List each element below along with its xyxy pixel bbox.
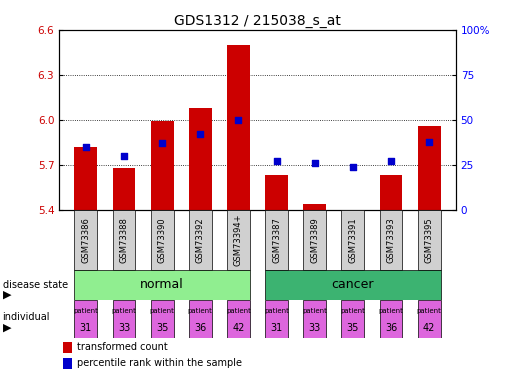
Text: GSM73390: GSM73390 <box>158 217 167 263</box>
Title: GDS1312 / 215038_s_at: GDS1312 / 215038_s_at <box>174 13 341 28</box>
Text: patient: patient <box>379 308 403 314</box>
Text: GSM73393: GSM73393 <box>386 217 396 263</box>
Text: GSM73394+: GSM73394+ <box>234 214 243 266</box>
Text: patient: patient <box>112 308 136 314</box>
Text: normal: normal <box>140 279 184 291</box>
Bar <box>418 300 440 338</box>
Text: GSM73391: GSM73391 <box>348 217 357 263</box>
Bar <box>380 210 402 270</box>
Point <box>234 117 243 123</box>
Point <box>158 140 166 146</box>
Bar <box>151 122 174 210</box>
Point <box>272 158 281 164</box>
Bar <box>303 210 326 270</box>
Text: 33: 33 <box>308 323 321 333</box>
Bar <box>113 300 135 338</box>
Bar <box>189 300 212 338</box>
Bar <box>227 210 250 270</box>
Text: 42: 42 <box>423 323 435 333</box>
Bar <box>75 300 97 338</box>
Point <box>120 153 128 159</box>
Text: GSM73389: GSM73389 <box>310 217 319 263</box>
Bar <box>265 300 288 338</box>
Bar <box>63 358 72 369</box>
Bar <box>75 210 97 270</box>
Text: GSM73392: GSM73392 <box>196 217 205 263</box>
Text: transformed count: transformed count <box>77 342 168 352</box>
Text: 33: 33 <box>118 323 130 333</box>
Text: GSM73388: GSM73388 <box>119 217 129 263</box>
Text: patient: patient <box>417 308 441 314</box>
Point <box>425 139 433 145</box>
Bar <box>303 204 326 210</box>
Bar <box>265 210 288 270</box>
Point <box>82 144 90 150</box>
Text: disease state: disease state <box>3 280 67 290</box>
Text: 35: 35 <box>347 323 359 333</box>
Bar <box>418 210 440 270</box>
Text: 36: 36 <box>385 323 397 333</box>
Bar <box>113 210 135 270</box>
Text: percentile rank within the sample: percentile rank within the sample <box>77 358 242 368</box>
Text: individual: individual <box>3 312 50 322</box>
Text: cancer: cancer <box>332 279 374 291</box>
Bar <box>380 300 402 338</box>
Bar <box>303 300 326 338</box>
Text: 42: 42 <box>232 323 245 333</box>
Point <box>196 131 204 137</box>
Text: patient: patient <box>264 308 289 314</box>
Bar <box>113 168 135 210</box>
Point <box>349 164 357 170</box>
Text: patient: patient <box>302 308 327 314</box>
Text: ▶: ▶ <box>3 323 11 333</box>
Bar <box>75 270 250 300</box>
Bar <box>341 210 364 270</box>
Bar <box>418 126 440 210</box>
Point <box>311 160 319 166</box>
Text: patient: patient <box>340 308 365 314</box>
Text: patient: patient <box>150 308 175 314</box>
Bar <box>265 176 288 210</box>
Text: GSM73387: GSM73387 <box>272 217 281 263</box>
Bar <box>189 108 212 210</box>
Bar <box>227 45 250 210</box>
Text: 36: 36 <box>194 323 207 333</box>
Text: 35: 35 <box>156 323 168 333</box>
Text: patient: patient <box>188 308 213 314</box>
Text: ▶: ▶ <box>3 290 11 299</box>
Bar <box>75 147 97 210</box>
Bar <box>189 210 212 270</box>
Bar <box>265 270 440 300</box>
Text: GSM73386: GSM73386 <box>81 217 91 263</box>
Bar <box>227 300 250 338</box>
Bar <box>151 300 174 338</box>
Text: 31: 31 <box>80 323 92 333</box>
Bar <box>380 176 402 210</box>
Text: patient: patient <box>74 308 98 314</box>
Text: GSM73395: GSM73395 <box>424 217 434 263</box>
Point <box>387 158 395 164</box>
Bar <box>341 300 364 338</box>
Bar <box>63 342 72 352</box>
Text: patient: patient <box>226 308 251 314</box>
Text: 31: 31 <box>270 323 283 333</box>
Bar <box>151 210 174 270</box>
